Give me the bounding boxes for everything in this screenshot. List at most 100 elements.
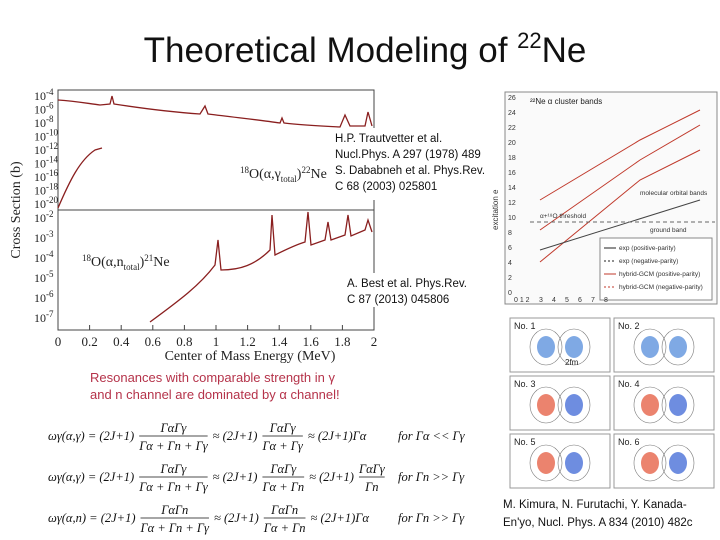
curve: [149, 211, 373, 323]
reference: M. Kimura, N. Furutachi, Y. Kanada-: [503, 499, 687, 511]
equation-term: ωγ(α,γ) = (2J+1): [48, 470, 134, 484]
fraction-denominator: Γα + Γγ: [261, 439, 303, 453]
density-panel: [613, 317, 715, 373]
figure-y-tick: 20: [508, 140, 516, 147]
figure-y-tick: 26: [508, 95, 516, 102]
density-blob: [565, 336, 583, 358]
band-line: [539, 124, 701, 231]
tick-base: 10: [34, 231, 46, 245]
density-blob: [557, 444, 591, 482]
density-blob: [557, 328, 591, 366]
density-blob: [661, 386, 695, 424]
panel-label: No. 2: [618, 321, 640, 331]
panel-label: No. 1: [514, 321, 536, 331]
figure-y-title: excitation e: [491, 189, 500, 230]
title-text: Theoretical Modeling of: [144, 31, 518, 70]
tick-base: 10: [34, 251, 46, 265]
reaction-part: ): [140, 255, 145, 270]
x-tick-label: 1.4: [271, 334, 288, 349]
equation-condition: for Γα << Γγ: [398, 429, 466, 443]
reaction-part: O(α,n: [91, 255, 124, 270]
legend-label: exp (positive-parity): [619, 245, 676, 252]
figure-x-tick: 5: [565, 297, 569, 304]
x-tick-label: 0.6: [145, 334, 162, 349]
density-blob: [529, 328, 563, 366]
figure-y-tick: 16: [508, 170, 516, 177]
band-line: [539, 199, 701, 251]
reference-box: [343, 273, 468, 307]
tick-base: 10: [34, 197, 46, 211]
y-tick-label: 10-4: [34, 249, 54, 265]
y-tick-label: 10-2: [34, 209, 54, 225]
figure-x-tick: 8: [604, 297, 608, 304]
y-tick-label: 10-20: [34, 195, 58, 211]
equation-term: ≈ (2J+1)Γα: [308, 429, 367, 443]
tick-base: 10: [34, 103, 46, 117]
y-tick-label: 10-6: [34, 101, 54, 117]
density-blob: [557, 386, 591, 424]
density-blob: [661, 444, 695, 482]
reference: S. Dababneh et al. Phys.Rev.: [335, 165, 485, 177]
y-tick-label: 10-8: [34, 114, 54, 130]
tick-base: 10: [34, 211, 46, 225]
tick-base: 10: [34, 184, 46, 198]
fraction-numerator: ΓαΓγ: [160, 462, 188, 476]
fraction-denominator: Γα + Γn + Γγ: [138, 480, 209, 494]
x-tick-label: 1.2: [239, 334, 255, 349]
x-tick-label: 0.8: [176, 334, 192, 349]
fraction-numerator: ΓαΓγ: [269, 462, 297, 476]
density-blob: [529, 444, 563, 482]
panel-label: No. 5: [514, 437, 536, 447]
reference: C 68 (2003) 025801: [335, 181, 437, 193]
slide-title: Theoretical Modeling of 22Ne: [144, 28, 587, 70]
tick-exponent: -3: [46, 229, 54, 239]
x-tick-label: 0.4: [113, 334, 130, 349]
tick-exponent: -18: [46, 182, 58, 192]
reaction-part: ): [297, 167, 302, 182]
density-blob: [641, 336, 659, 358]
figure-label: ground band: [650, 227, 687, 234]
reaction-part: total: [124, 262, 140, 272]
figure-x-tick: 4: [552, 297, 556, 304]
tick-exponent: -20: [46, 195, 58, 205]
figure-x-tick: 7: [591, 297, 595, 304]
equation-condition: for Γn >> Γγ: [398, 511, 465, 525]
tick-base: 10: [34, 130, 46, 144]
density-blob: [641, 452, 659, 474]
y-tick-label: 10-16: [34, 168, 58, 184]
tick-base: 10: [34, 89, 46, 103]
y-tick-label: 10-12: [34, 141, 58, 157]
tick-base: 10: [34, 143, 46, 157]
fraction-denominator: Γα + Γn + Γγ: [140, 521, 211, 535]
density-blob: [661, 328, 695, 366]
tick-exponent: -7: [46, 309, 54, 319]
y-tick-label: 10-3: [34, 229, 54, 245]
reference: H.P. Trautvetter et al.: [335, 133, 442, 145]
legend-box: [599, 237, 713, 301]
y-tick-label: 10-6: [34, 289, 54, 305]
density-blob: [537, 452, 555, 474]
band-line: [539, 109, 701, 201]
fraction-denominator: Γα + Γn: [261, 480, 304, 494]
figure-x-tick: 6: [578, 297, 582, 304]
y-tick-label: 10-10: [34, 128, 58, 144]
figure-y-tick: 18: [508, 155, 516, 162]
x-tick-label: 0.2: [81, 334, 97, 349]
reference: C 87 (2013) 045806: [347, 294, 449, 306]
x-tick-label: 1.8: [334, 334, 350, 349]
note: and n channel are dominated by α channel…: [90, 387, 340, 402]
reference: A. Best et al. Phys.Rev.: [347, 278, 467, 290]
x-tick-label: 1: [213, 334, 220, 349]
figure-y-tick: 8: [508, 230, 512, 237]
legend-label: exp (negative-parity): [619, 258, 678, 265]
fraction-denominator: Γα + Γn + Γγ: [138, 439, 209, 453]
reaction-part: 18: [82, 253, 92, 263]
tick-base: 10: [34, 311, 46, 325]
figure-x-tick: 3: [539, 297, 543, 304]
curve: [57, 95, 373, 128]
fraction-denominator: Γα + Γn: [263, 521, 306, 535]
x-tick-label: 2: [371, 334, 378, 349]
tick-base: 10: [34, 291, 46, 305]
figure-y-tick: 24: [508, 110, 516, 117]
